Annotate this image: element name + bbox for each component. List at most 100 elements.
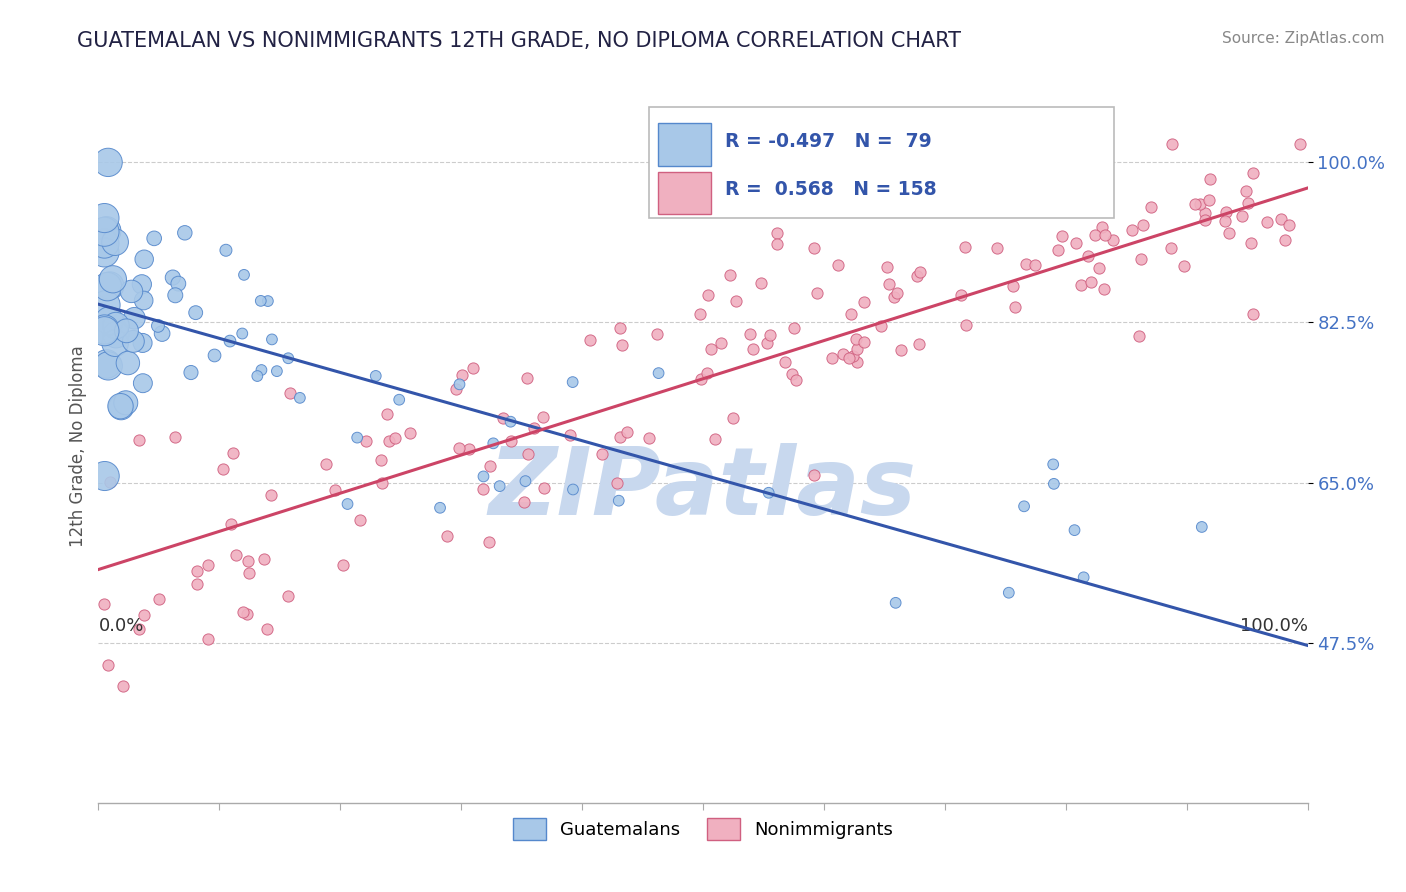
- Point: [955, 240, 977, 254]
- Point: [449, 377, 471, 392]
- Point: [204, 349, 226, 363]
- Point: [877, 277, 900, 291]
- Point: [721, 410, 744, 425]
- Point: [132, 376, 155, 391]
- Point: [184, 306, 207, 320]
- Text: GUATEMALAN VS NONIMMIGRANTS 12TH GRADE, NO DIPLOMA CORRELATION CHART: GUATEMALAN VS NONIMMIGRANTS 12TH GRADE, …: [77, 31, 962, 51]
- Text: ZIPatlas: ZIPatlas: [489, 442, 917, 535]
- Point: [257, 294, 280, 309]
- Point: [1237, 195, 1260, 210]
- Point: [803, 241, 825, 255]
- Point: [250, 363, 273, 377]
- Point: [148, 592, 170, 607]
- Point: [609, 321, 631, 335]
- Point: [364, 368, 387, 383]
- Point: [1091, 220, 1114, 235]
- Legend: Guatemalans, Nonimmigrants: Guatemalans, Nonimmigrants: [506, 811, 900, 847]
- Point: [315, 458, 337, 472]
- Point: [346, 431, 368, 445]
- Point: [1121, 222, 1143, 236]
- Point: [131, 277, 153, 292]
- Point: [690, 372, 713, 386]
- Point: [215, 244, 238, 258]
- Point: [97, 657, 120, 672]
- Point: [225, 548, 247, 562]
- Point: [606, 475, 628, 490]
- Point: [128, 434, 150, 448]
- Point: [890, 343, 912, 357]
- Point: [128, 623, 150, 637]
- Point: [222, 446, 245, 460]
- Point: [845, 342, 868, 356]
- FancyBboxPatch shape: [658, 172, 711, 214]
- Point: [1028, 194, 1050, 209]
- Point: [710, 335, 733, 350]
- Point: [1234, 185, 1257, 199]
- Point: [461, 360, 484, 375]
- Point: [1198, 172, 1220, 186]
- Point: [1076, 249, 1098, 263]
- Point: [236, 607, 259, 621]
- Point: [578, 333, 600, 347]
- Point: [1230, 209, 1253, 223]
- Point: [610, 338, 633, 352]
- Point: [1070, 277, 1092, 292]
- Point: [986, 241, 1008, 255]
- Point: [1278, 219, 1301, 233]
- Point: [499, 415, 522, 429]
- Point: [803, 468, 825, 483]
- Point: [1241, 166, 1264, 180]
- Point: [1184, 196, 1206, 211]
- Point: [516, 370, 538, 384]
- Point: [1024, 258, 1046, 272]
- Point: [1132, 218, 1154, 232]
- Point: [110, 400, 132, 414]
- Text: 0.0%: 0.0%: [98, 617, 143, 635]
- Point: [211, 462, 233, 476]
- Point: [167, 277, 190, 291]
- Point: [132, 293, 155, 308]
- Point: [884, 596, 907, 610]
- Point: [238, 566, 260, 581]
- Point: [853, 335, 876, 350]
- Point: [499, 434, 522, 448]
- Point: [1064, 235, 1087, 250]
- Point: [124, 311, 146, 326]
- Point: [845, 332, 868, 346]
- Point: [905, 268, 928, 283]
- Point: [478, 534, 501, 549]
- Point: [908, 337, 931, 351]
- Point: [121, 285, 143, 299]
- Point: [451, 368, 474, 383]
- Point: [883, 290, 905, 304]
- Point: [876, 260, 898, 275]
- Point: [831, 347, 853, 361]
- Point: [150, 326, 173, 341]
- Point: [738, 326, 761, 341]
- Point: [232, 605, 254, 619]
- Point: [186, 564, 208, 578]
- Point: [1194, 205, 1216, 219]
- Point: [591, 447, 613, 461]
- Point: [512, 495, 534, 509]
- Point: [845, 355, 868, 369]
- Point: [1080, 275, 1102, 289]
- Point: [134, 252, 156, 267]
- Point: [114, 396, 136, 410]
- Point: [444, 382, 467, 396]
- Point: [1240, 235, 1263, 250]
- Point: [724, 294, 747, 309]
- Point: [756, 335, 779, 350]
- Point: [718, 268, 741, 282]
- Point: [436, 528, 458, 542]
- Point: [104, 318, 127, 333]
- Point: [645, 326, 668, 341]
- Point: [616, 425, 638, 439]
- Point: [1043, 476, 1066, 491]
- Point: [908, 264, 931, 278]
- Point: [162, 270, 184, 285]
- Point: [806, 286, 828, 301]
- Point: [1218, 226, 1240, 240]
- Point: [98, 475, 121, 490]
- Point: [197, 632, 219, 647]
